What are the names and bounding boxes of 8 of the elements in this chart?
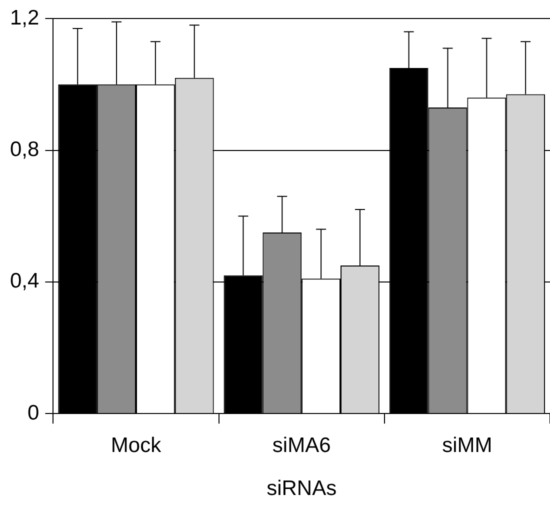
x-tick-label: siMA6: [272, 434, 331, 457]
y-tick-label: 0,8: [10, 138, 40, 162]
x-axis-title: siRNAs: [266, 477, 337, 500]
y-tick-label: 1,2: [10, 6, 40, 30]
y-tick-label: 0: [28, 401, 40, 424]
x-tick-label: Mock: [110, 434, 162, 457]
x-tick-label: siMM: [442, 434, 492, 457]
y-tick-label: 0,4: [10, 270, 40, 293]
